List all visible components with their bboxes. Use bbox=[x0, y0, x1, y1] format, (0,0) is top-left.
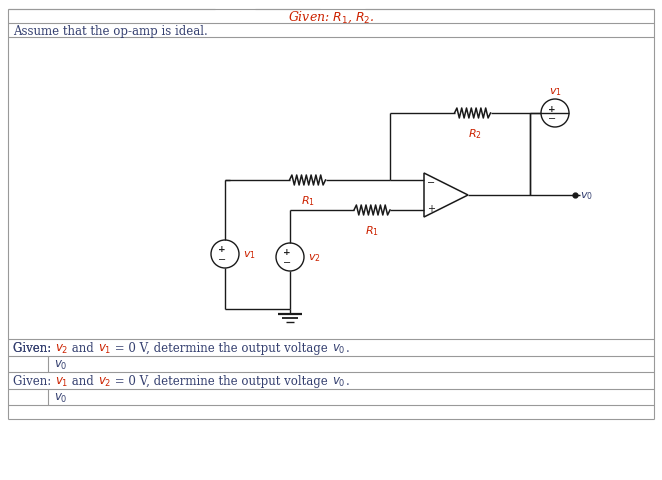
Text: −: − bbox=[548, 114, 556, 124]
Text: $v_1$: $v_1$ bbox=[549, 86, 561, 98]
Text: $\mathit{v}_{0}$: $\mathit{v}_{0}$ bbox=[332, 375, 346, 388]
Text: +: + bbox=[548, 104, 556, 113]
Text: $\mathit{v}_{0}$: $\mathit{v}_{0}$ bbox=[332, 342, 346, 355]
Text: Given:: Given: bbox=[13, 375, 55, 388]
Text: and: and bbox=[68, 342, 98, 355]
Text: $\mathit{v}_0$: $\mathit{v}_0$ bbox=[54, 358, 68, 371]
Text: $v_2$: $v_2$ bbox=[308, 252, 320, 264]
Text: $v_0$: $v_0$ bbox=[580, 190, 593, 202]
Text: Given:: Given: bbox=[13, 342, 55, 355]
Text: $R_2$: $R_2$ bbox=[467, 127, 481, 141]
Text: Given:: Given: bbox=[13, 342, 55, 355]
Text: $\mathit{v}_{2}$: $\mathit{v}_{2}$ bbox=[55, 342, 68, 355]
Text: $\mathit{v}_0$: $\mathit{v}_0$ bbox=[54, 391, 68, 404]
Text: $R_1$: $R_1$ bbox=[301, 193, 314, 207]
Text: $R_1$: $R_1$ bbox=[365, 224, 379, 237]
Text: Assume that the op-amp is ideal.: Assume that the op-amp is ideal. bbox=[13, 25, 208, 38]
Text: $\mathit{v}_{1}$: $\mathit{v}_{1}$ bbox=[55, 375, 68, 388]
Text: $\mathit{v}_{2}$: $\mathit{v}_{2}$ bbox=[98, 375, 111, 388]
Text: .: . bbox=[346, 375, 349, 388]
Text: −: − bbox=[283, 257, 291, 267]
Text: .: . bbox=[346, 342, 349, 355]
Text: +: + bbox=[218, 245, 226, 254]
Text: $\mathit{v}_{1}$: $\mathit{v}_{1}$ bbox=[98, 342, 111, 355]
Text: = 0 V, determine the output voltage: = 0 V, determine the output voltage bbox=[111, 375, 332, 388]
Text: $v_1$: $v_1$ bbox=[243, 249, 256, 260]
Text: = 0 V, determine the output voltage: = 0 V, determine the output voltage bbox=[111, 342, 332, 355]
Text: +: + bbox=[427, 204, 435, 214]
Text: and: and bbox=[68, 375, 98, 388]
Text: −: − bbox=[218, 254, 226, 264]
Text: −: − bbox=[427, 178, 435, 188]
Text: +: + bbox=[283, 248, 291, 257]
Text: Given: $R_1$, $R_2$.: Given: $R_1$, $R_2$. bbox=[288, 10, 374, 25]
